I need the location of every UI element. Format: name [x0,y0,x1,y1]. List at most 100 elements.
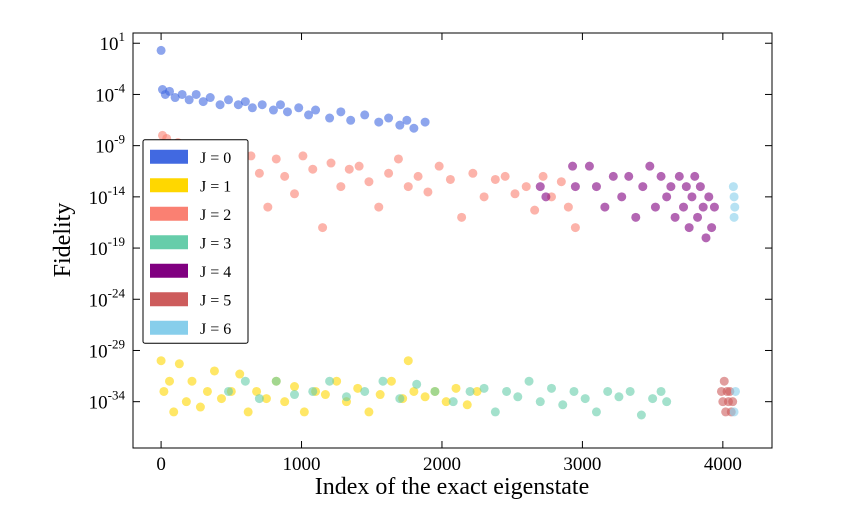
point [233,100,243,110]
point [294,103,304,113]
point [500,171,510,181]
point [336,107,346,117]
point [524,376,534,386]
point [687,192,697,202]
point [434,161,444,171]
point [701,233,711,243]
point [656,171,666,181]
point [580,394,590,404]
point [563,202,573,212]
point [326,158,336,168]
point [364,407,374,417]
legend-swatch [150,292,188,307]
x-axis-title: Index of the exact eigenstate [315,474,590,500]
x-tick-label: 4000 [704,454,742,475]
point [608,171,618,181]
legend-label: J = 4 [200,264,231,281]
point [695,182,705,192]
point [704,192,714,202]
point [257,100,267,110]
point [638,182,648,192]
point [240,97,250,107]
point [344,164,354,174]
point [395,120,405,130]
point [374,117,384,127]
point [569,386,579,396]
point [320,390,330,400]
point [308,386,318,396]
plot-frame [132,32,773,449]
point [441,397,451,407]
point [535,182,545,192]
point [304,110,314,120]
point [707,223,717,233]
point [216,394,226,404]
point [360,386,370,396]
point [353,383,363,393]
legend-label: J = 3 [200,235,231,252]
point [346,115,356,125]
point [156,356,166,366]
point [547,383,557,393]
y-tick-label: 10-4 [95,80,125,106]
point [479,383,489,393]
point [209,366,219,376]
point [240,376,250,386]
y-tick-label: 10-34 [89,388,126,414]
legend-label: J = 1 [200,178,231,195]
point [448,397,458,407]
point [538,171,548,181]
point [510,189,520,199]
point [252,386,262,396]
point [402,115,412,125]
point [420,117,430,127]
point [325,376,335,386]
point [570,182,580,192]
point [341,392,351,402]
point [280,397,290,407]
point [490,407,500,417]
point [403,182,413,192]
legend-swatch [150,320,188,335]
point [202,386,212,396]
point [354,161,364,171]
point [290,390,300,400]
point [681,182,691,192]
point [271,154,281,164]
point [195,402,205,412]
point [662,397,672,407]
point [290,189,300,199]
point [184,95,194,105]
point [181,397,191,407]
point [603,386,613,396]
point [311,105,321,115]
point [490,174,500,184]
point [465,386,475,396]
point [223,95,233,105]
x-tick-label: 3000 [563,454,601,475]
legend-swatch [150,235,188,250]
point [709,202,719,212]
point [282,107,292,117]
point [556,177,566,187]
point [156,45,166,55]
legend-label: J = 2 [200,207,231,224]
point [530,205,540,215]
point [674,171,684,181]
point [308,164,318,174]
y-axis-title: Fidelity [50,203,76,278]
point [159,386,169,396]
point [325,113,335,123]
point [650,202,660,212]
legend-label: J = 5 [200,292,231,309]
point [570,223,580,233]
x-tick-label: 2000 [423,454,461,475]
point [679,202,689,212]
point [535,397,545,407]
y-tick-label: 10-19 [89,234,125,260]
y-tick-label: 10-9 [95,132,125,158]
x-tick-label: 0 [156,454,166,475]
legend-swatch [150,149,188,164]
point [423,187,433,197]
point [451,383,461,393]
